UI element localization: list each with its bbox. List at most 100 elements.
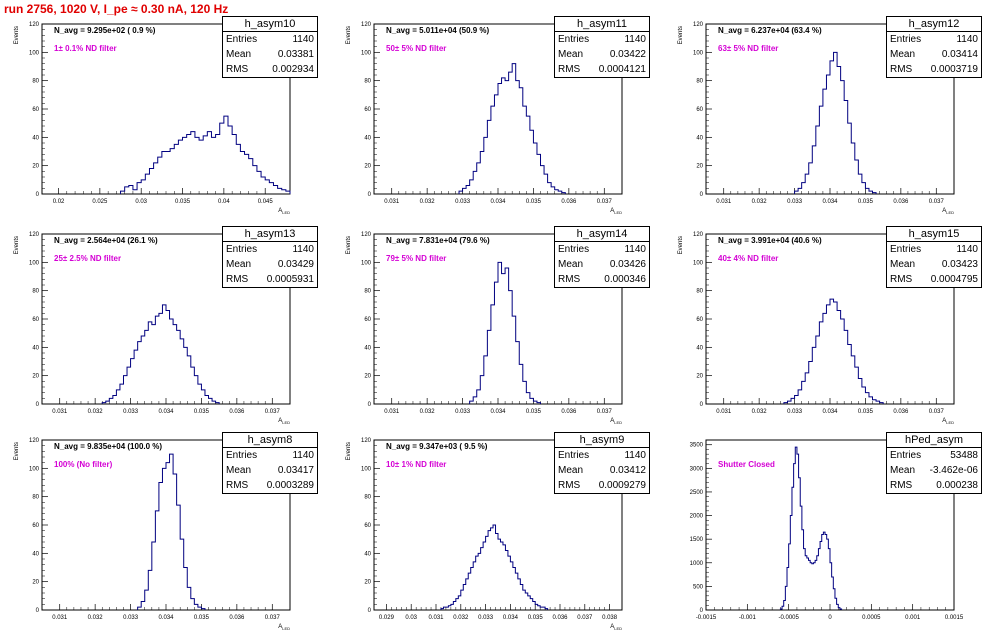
x-tick-label: 0.031 bbox=[384, 199, 400, 205]
y-tick-label: 20 bbox=[696, 164, 703, 170]
x-tick-label: 0.025 bbox=[92, 199, 108, 205]
y-tick-label: 80 bbox=[364, 289, 371, 295]
histogram-name: h_asym13 bbox=[223, 227, 317, 242]
x-tick-label: 0.034 bbox=[158, 409, 174, 415]
x-tick-label: 0.037 bbox=[265, 615, 281, 621]
histogram-name: hPed_asym bbox=[887, 433, 981, 448]
y-tick-label: 20 bbox=[364, 374, 371, 380]
x-tick-label: 0.036 bbox=[893, 409, 909, 415]
y-tick-label: 120 bbox=[693, 232, 704, 238]
stats-value: 1140 bbox=[292, 244, 314, 255]
y-tick-label: 0 bbox=[368, 608, 372, 614]
histogram-pad-h_asym11: 0 20 40 60 80 100 120 0.031 0.032 0.033 0.034 0.035… bbox=[332, 12, 664, 219]
y-axis-title: Events bbox=[14, 26, 20, 44]
y-tick-label: 100 bbox=[361, 260, 372, 266]
n-avg-label: N_avg = 2.564e+04 (26.1 %) bbox=[54, 236, 158, 245]
x-tick-label: 0.032 bbox=[752, 409, 768, 415]
y-tick-label: 60 bbox=[364, 107, 371, 113]
stats-row: Mean 0.03417 bbox=[223, 463, 317, 478]
y-axis-title: Events bbox=[678, 236, 684, 254]
histogram-plot: 0 20 40 60 80 100 120 0.02 0.025 0.03 0.035 0.04 0.0… bbox=[14, 22, 291, 215]
x-tick-label: 0.032 bbox=[88, 615, 104, 621]
stats-key: RMS bbox=[558, 480, 581, 491]
y-tick-label: 60 bbox=[32, 317, 39, 323]
x-tick-label: -0.001 bbox=[739, 615, 757, 621]
histogram-name: h_asym14 bbox=[555, 227, 649, 242]
stats-value: 1140 bbox=[956, 244, 978, 255]
histogram-pad-hPed_asym: 0 500 1000 1500 2000 2500 3000 3500 -0.0015 -0.00… bbox=[664, 428, 996, 635]
stats-row: RMS 0.002934 bbox=[223, 62, 317, 77]
filter-label: 10± 1% ND filter bbox=[386, 460, 446, 469]
stats-row: Entries 1140 bbox=[223, 242, 317, 257]
stats-value: 0.03426 bbox=[609, 259, 646, 270]
y-tick-label: 120 bbox=[29, 232, 40, 238]
y-axis-title: Events bbox=[346, 26, 352, 44]
stats-value: 0.03422 bbox=[609, 49, 646, 60]
x-tick-label: 0.03 bbox=[135, 199, 147, 205]
histogram-plot: 0 20 40 60 80 100 120 0.031 0.032 0.033 0.034 0.035… bbox=[14, 438, 291, 631]
y-tick-label: 20 bbox=[364, 580, 371, 586]
stats-box: h_asym9 Entries 1140 Mean 0.03412 RMS 0.000927… bbox=[554, 432, 650, 494]
stats-value: 0.0004795 bbox=[930, 274, 978, 285]
y-tick-label: 1000 bbox=[690, 561, 704, 567]
stats-key: RMS bbox=[226, 480, 249, 491]
y-tick-label: 1500 bbox=[690, 537, 704, 543]
histogram-line bbox=[440, 524, 549, 610]
x-tick-label: 0.031 bbox=[52, 409, 68, 415]
y-tick-label: 100 bbox=[361, 50, 372, 56]
y-tick-label: 80 bbox=[32, 289, 39, 295]
stats-key: Entries bbox=[226, 450, 258, 461]
stats-value: 0.0003719 bbox=[930, 64, 978, 75]
stats-row: Entries 1140 bbox=[555, 32, 649, 47]
y-tick-label: 80 bbox=[32, 495, 39, 501]
n-avg-label: N_avg = 9.295e+02 ( 0.9 %) bbox=[54, 26, 156, 35]
stats-key: RMS bbox=[890, 480, 913, 491]
y-tick-label: 40 bbox=[364, 345, 371, 351]
x-tick-label: 0.034 bbox=[490, 199, 506, 205]
histogram-pad-h_asym9: 0 20 40 60 80 100 120 0.029 0.03 0.031 0.032 0.033 0… bbox=[332, 428, 664, 635]
x-tick-label: 0.035 bbox=[526, 199, 542, 205]
y-tick-label: 40 bbox=[32, 135, 39, 141]
x-tick-label: 0.037 bbox=[929, 199, 945, 205]
y-tick-label: 500 bbox=[693, 584, 704, 590]
x-tick-label: 0.031 bbox=[716, 199, 732, 205]
histogram-line bbox=[794, 51, 877, 194]
stats-row: Mean 0.03429 bbox=[223, 257, 317, 272]
x-tick-label: 0.001 bbox=[905, 615, 921, 621]
y-axis-title: Events bbox=[346, 442, 352, 460]
y-tick-label: 20 bbox=[32, 580, 39, 586]
x-tick-label: 0.03 bbox=[405, 615, 417, 621]
x-tick-label: 0.033 bbox=[123, 615, 139, 621]
x-tick-label: 0.035 bbox=[526, 409, 542, 415]
x-tick-label: 0.033 bbox=[455, 199, 471, 205]
stats-key: Entries bbox=[890, 244, 922, 255]
stats-key: RMS bbox=[558, 64, 581, 75]
x-tick-label: 0.0015 bbox=[945, 615, 964, 621]
y-tick-label: 80 bbox=[364, 495, 371, 501]
stats-value: 1140 bbox=[624, 34, 646, 45]
stats-value: 1140 bbox=[292, 450, 314, 461]
y-axis-title: Events bbox=[14, 236, 20, 254]
stats-key: RMS bbox=[890, 274, 913, 285]
x-axis-title: ALED bbox=[610, 624, 622, 631]
stats-key: RMS bbox=[226, 64, 249, 75]
histogram-pad-h_asym15: 0 20 40 60 80 100 120 0.031 0.032 0.033 0.034 0.035… bbox=[664, 222, 996, 429]
stats-value: 0.002934 bbox=[272, 64, 314, 75]
y-tick-label: 100 bbox=[361, 466, 372, 472]
y-tick-label: 0 bbox=[368, 192, 372, 198]
histogram-plot: 0 20 40 60 80 100 120 0.031 0.032 0.033 0.034 0.035… bbox=[346, 22, 623, 215]
x-axis-title: ALED bbox=[942, 208, 954, 215]
y-tick-label: 120 bbox=[29, 22, 40, 28]
y-tick-label: 120 bbox=[361, 438, 372, 444]
stats-value: 1140 bbox=[624, 450, 646, 461]
y-tick-label: 0 bbox=[700, 608, 704, 614]
x-tick-label: 0.033 bbox=[787, 409, 803, 415]
histogram-name: h_asym9 bbox=[555, 433, 649, 448]
y-tick-label: 40 bbox=[32, 551, 39, 557]
x-tick-label: 0.032 bbox=[752, 199, 768, 205]
stats-key: Entries bbox=[226, 244, 258, 255]
x-tick-label: 0.033 bbox=[123, 409, 139, 415]
stats-key: Entries bbox=[890, 34, 922, 45]
stats-row: Mean 0.03423 bbox=[887, 257, 981, 272]
stats-value: 0.0009279 bbox=[598, 480, 646, 491]
